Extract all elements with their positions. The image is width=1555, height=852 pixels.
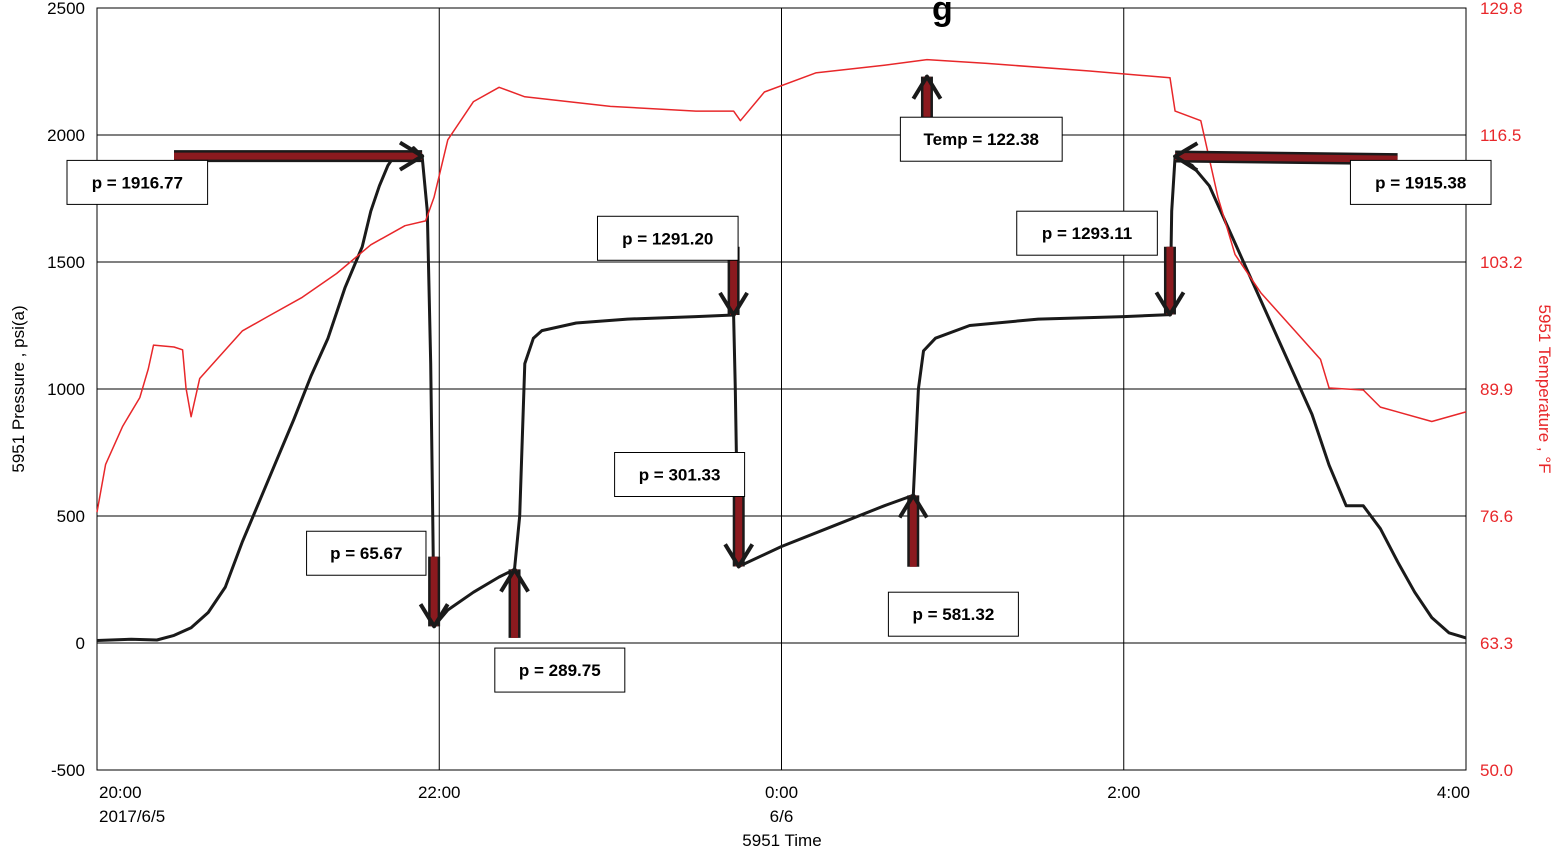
y-right-tick-label: 50.0 (1480, 761, 1513, 780)
y-right-tick-label: 116.5 (1480, 126, 1521, 145)
annotation: p = 301.33 (614, 452, 755, 569)
series (96, 58, 1467, 642)
annotation-label: p = 301.33 (639, 466, 721, 485)
annotation-label: p = 1916.77 (92, 173, 183, 192)
y-right-tick-label: 89.9 (1480, 380, 1513, 399)
y-right-tick-label: 76.6 (1480, 507, 1513, 526)
annotation: p = 1293.11 (1016, 210, 1186, 317)
annotation: p = 289.75 (494, 567, 626, 693)
y-right-tick-label: 63.3 (1480, 634, 1513, 653)
x-tick-sublabel: 2017/6/5 (99, 807, 165, 826)
y-axis-left-title: 5951 Pressure , psi(a) (9, 305, 28, 472)
series-line-pressure (96, 146, 1467, 642)
x-tick-label: 4:00 (1437, 783, 1470, 802)
annotation-arrow-head (723, 543, 755, 569)
y-left-tick-label: 2000 (47, 126, 85, 145)
x-tick-label: 2:00 (1107, 783, 1140, 802)
annotation-label: Temp = 122.38 (924, 130, 1039, 149)
annotation: p = 1916.77 (66, 140, 425, 205)
annotation: p = 1291.20 (596, 215, 749, 318)
annotation-label: p = 1291.20 (622, 229, 713, 248)
annotation-label: p = 289.75 (519, 661, 601, 680)
chart-title-fragment: g (932, 0, 953, 28)
annotation-box (899, 116, 1063, 162)
annotation-label: p = 1293.11 (1042, 224, 1132, 243)
annotation-box (887, 591, 1019, 637)
annotation-label: p = 1915.38 (1375, 173, 1466, 192)
annotation-arrow-head (418, 603, 450, 629)
x-axis-title: 5951 Time (742, 831, 821, 850)
annotation-box (614, 452, 746, 497)
annotation-arrow-head (718, 291, 749, 318)
annotation: p = 65.67 (306, 530, 450, 629)
chart-title-text: g (932, 0, 953, 28)
y-right-tick-label: 129.8 (1480, 0, 1523, 18)
annotation-label: p = 65.67 (330, 544, 402, 563)
annotation-arrow-core (1175, 152, 1398, 163)
y-axis-right-title: 5951 Temperature , °F (1535, 304, 1554, 473)
y-left-tick-label: 0 (76, 634, 85, 653)
y-right-tick-label: 103.2 (1480, 253, 1523, 272)
annotation-label: p = 581.32 (913, 605, 995, 624)
grid (96, 7, 1467, 771)
annotation-box (66, 159, 209, 205)
annotation-arrow-head (1173, 141, 1199, 173)
annotation: p = 581.32 (887, 493, 1019, 637)
x-tick-sublabel: 6/6 (770, 807, 794, 826)
y-left-tick-label: -500 (51, 761, 85, 780)
x-tick-label: 0:00 (765, 783, 798, 802)
annotation-arrow-head (1154, 291, 1186, 317)
y-left-tick-label: 1000 (47, 380, 85, 399)
annotation-box (596, 215, 739, 261)
annotation-arrow-head (398, 140, 425, 172)
series-line-temperature (96, 58, 1467, 513)
annotation-box (1349, 159, 1492, 205)
x-tick-label: 20:00 (99, 783, 142, 802)
axes: 2500 2000 1500 1000 500 0 -500 129.8 116.5 103.2 8… (47, 0, 1522, 826)
annotation-arrow-head (911, 74, 943, 100)
y-left-tick-label: 500 (57, 507, 85, 526)
annotation-arrow-head (897, 493, 929, 519)
annotation-box (494, 647, 626, 693)
annotation-arrow-head (499, 567, 530, 593)
annotation: Temp = 122.38 (899, 74, 1063, 162)
y-left-tick-label: 1500 (47, 253, 85, 272)
x-tick-label: 22:00 (418, 783, 461, 802)
y-left-tick-label: 2500 (47, 0, 85, 18)
annotation: p = 1915.38 (1173, 141, 1492, 205)
annotation-box (1016, 210, 1158, 256)
annotation-box (306, 530, 427, 576)
annotations: p = 1916.77 p = 65.67 p = 289.75 p = 1291.2… (66, 74, 1492, 693)
